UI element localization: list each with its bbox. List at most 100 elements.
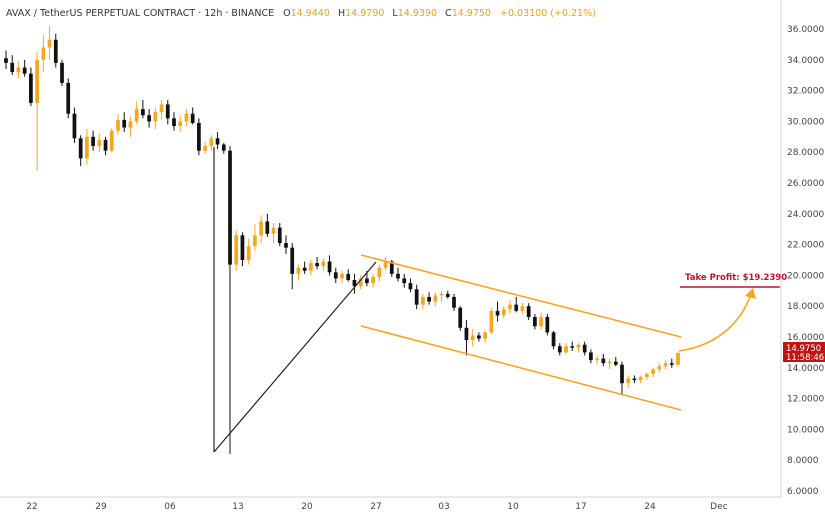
take-profit-label: Take Profit: $19.2390 bbox=[685, 273, 787, 283]
candle-up bbox=[41, 47, 46, 60]
candle-up bbox=[246, 246, 251, 260]
candles-layer bbox=[4, 25, 680, 455]
candle-down bbox=[215, 138, 220, 145]
candle-up bbox=[421, 296, 425, 305]
time-tick-label: 20 bbox=[301, 502, 313, 512]
candle-down bbox=[78, 138, 83, 159]
candle-down bbox=[620, 364, 624, 384]
candle-up bbox=[184, 113, 189, 122]
last-price-value: 14.9750 bbox=[786, 344, 821, 354]
candle-down bbox=[396, 273, 400, 279]
candle-down bbox=[190, 113, 195, 123]
candle-up bbox=[501, 309, 506, 316]
candle-down bbox=[352, 280, 357, 287]
high-label: H bbox=[338, 8, 345, 19]
symbol-title[interactable]: AVAX / TetherUS PERPETUAL CONTRACT · 12h… bbox=[6, 8, 274, 19]
candle-down bbox=[545, 316, 550, 333]
time-axis[interactable]: 22 29 06 13 20 27 03 10 17 24 Dec bbox=[0, 496, 781, 512]
candle-up bbox=[377, 267, 382, 277]
low-label: L bbox=[392, 8, 398, 19]
candle-up bbox=[109, 130, 114, 151]
price-tick-label: 22.0000 bbox=[787, 241, 824, 251]
projection-arrowhead-icon bbox=[745, 288, 756, 299]
channel-upper-line bbox=[360, 254, 682, 338]
candle-up bbox=[128, 121, 133, 128]
candle-down bbox=[240, 235, 245, 260]
candle-down bbox=[570, 346, 575, 348]
candle-up bbox=[371, 276, 375, 284]
candle-up bbox=[271, 227, 276, 234]
candle-down bbox=[29, 73, 33, 103]
candle-down bbox=[427, 296, 431, 302]
candle-up bbox=[595, 358, 599, 361]
candle-up bbox=[85, 136, 89, 159]
candle-up bbox=[153, 112, 158, 122]
candle-down bbox=[172, 118, 176, 127]
candle-down bbox=[389, 261, 394, 274]
candle-down bbox=[414, 289, 419, 305]
candle-up bbox=[116, 119, 120, 131]
candle-up bbox=[383, 261, 388, 268]
candle-up bbox=[663, 363, 668, 367]
candle-down bbox=[346, 273, 351, 281]
time-tick-label: 06 bbox=[164, 502, 176, 512]
time-tick-label: Dec bbox=[710, 502, 727, 512]
candle-down bbox=[315, 263, 319, 267]
candle-down bbox=[265, 221, 270, 234]
price-tick-label: 36.0000 bbox=[787, 25, 824, 35]
candle-down bbox=[141, 109, 145, 116]
candle-down bbox=[66, 82, 71, 114]
candle-down bbox=[551, 332, 556, 347]
candle-up bbox=[539, 316, 543, 327]
candle-down bbox=[458, 307, 463, 328]
candle-up bbox=[234, 235, 239, 265]
price-tick-label: 14.0000 bbox=[787, 364, 824, 374]
candle-down bbox=[408, 283, 413, 290]
price-tick-label: 20.0000 bbox=[787, 271, 824, 281]
time-tick-label: 27 bbox=[370, 502, 381, 512]
low-value: 14.9390 bbox=[398, 8, 437, 19]
price-tick-label: 6.0000 bbox=[787, 487, 819, 497]
candle-up bbox=[564, 346, 568, 353]
candle-up bbox=[134, 109, 139, 122]
candle-up bbox=[340, 273, 344, 279]
zigzag-line-up bbox=[213, 261, 377, 453]
candle-up bbox=[483, 332, 487, 339]
channel-lower-line bbox=[360, 325, 682, 411]
candle-down bbox=[277, 227, 282, 244]
drawings-layer: Take Profit: $19.2390 bbox=[213, 147, 787, 453]
time-tick-label: 22 bbox=[26, 502, 37, 512]
candle-down bbox=[669, 363, 674, 365]
last-price-badge: 14.9750 11:58:46 bbox=[783, 342, 825, 363]
candle-down bbox=[284, 243, 288, 248]
candle-down bbox=[103, 139, 108, 151]
candle-down bbox=[533, 316, 537, 327]
candle-up bbox=[159, 104, 164, 113]
candle-up bbox=[97, 139, 102, 147]
candle-down bbox=[632, 378, 637, 381]
high-value: 14.9790 bbox=[345, 8, 384, 19]
candle-down bbox=[22, 67, 27, 74]
candle-up bbox=[508, 304, 512, 310]
candle-up bbox=[433, 295, 438, 302]
candle-down bbox=[122, 119, 127, 128]
candle-down bbox=[165, 104, 170, 119]
candle-up bbox=[626, 378, 631, 384]
candle-down bbox=[613, 361, 618, 365]
candle-down bbox=[333, 272, 338, 279]
candle-down bbox=[557, 346, 562, 353]
price-tick-label: 8.0000 bbox=[787, 456, 819, 466]
candle-down bbox=[514, 304, 519, 311]
time-tick-label: 29 bbox=[95, 502, 107, 512]
candle-down bbox=[147, 115, 151, 122]
time-tick-label: 13 bbox=[232, 502, 243, 512]
candle-up bbox=[178, 121, 183, 127]
candle-down bbox=[221, 144, 226, 151]
candle-down bbox=[526, 306, 531, 317]
candle-down bbox=[91, 136, 95, 147]
price-tick-label: 12.0000 bbox=[787, 395, 824, 405]
projection-arrow bbox=[678, 293, 752, 352]
price-axis[interactable]: 36.0000 34.0000 32.0000 30.0000 28.0000 26.00… bbox=[780, 0, 824, 497]
candle-down bbox=[445, 293, 450, 297]
